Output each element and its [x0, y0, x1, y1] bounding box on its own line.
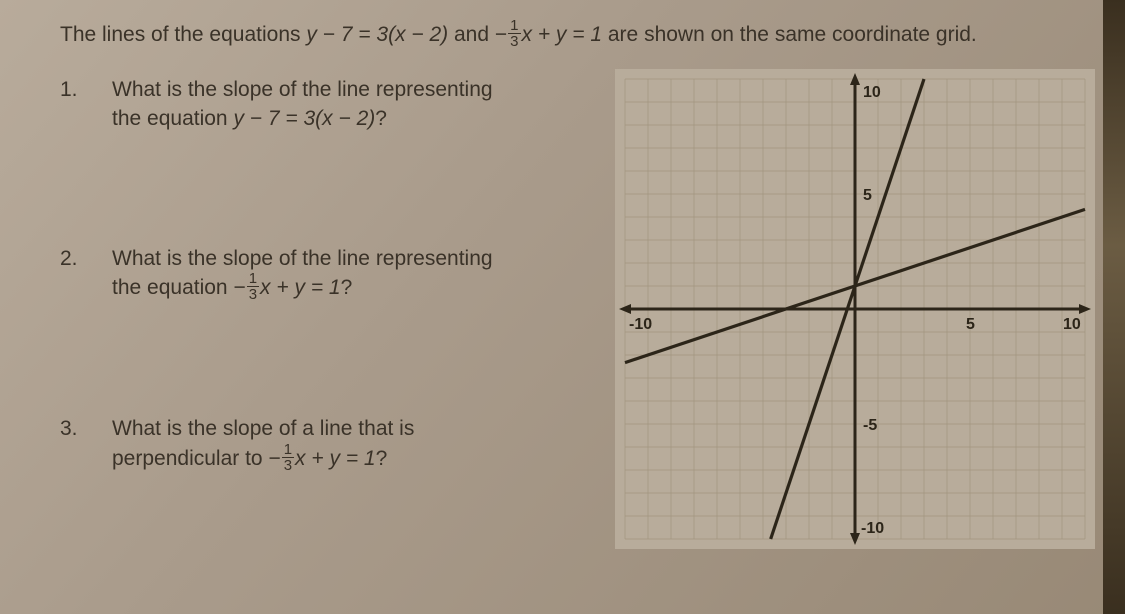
question-2: 2. What is the slope of the line represe… [60, 244, 597, 304]
q3-line2-pre: perpendicular to [112, 447, 268, 470]
intro-eq1-rhs: − 2) [406, 23, 449, 46]
tick-y-10: 10 [863, 84, 881, 101]
intro-eq1-lhs: y − 7 = 3( [306, 23, 395, 46]
tick-x-neg10: -10 [629, 316, 652, 333]
q3-line2-post: ? [376, 447, 388, 470]
tick-x-5: 5 [966, 316, 975, 333]
q3-frac: 13 [282, 442, 294, 473]
tick-y-5: 5 [863, 187, 872, 204]
worksheet-page: The lines of the equations y − 7 = 3(x −… [0, 0, 1125, 614]
q1-body: What is the slope of the line representi… [112, 75, 493, 134]
tick-x-10: 10 [1063, 316, 1081, 333]
question-1: 1. What is the slope of the line represe… [60, 75, 597, 134]
q3-number: 3. [60, 414, 86, 474]
tick-y-neg10: -10 [861, 520, 884, 537]
q1-number: 1. [60, 75, 86, 134]
q2-line2-pre: the equation [112, 276, 233, 299]
intro-mid: and [448, 23, 495, 46]
page-edge [1103, 0, 1125, 614]
content-row: 1. What is the slope of the line represe… [60, 69, 1095, 549]
q1-eq: y − 7 = 3(x − 2) [233, 107, 375, 130]
intro-eq1-var: x [395, 23, 406, 46]
intro-eq2-neg: − [495, 23, 507, 46]
tick-y-neg5: -5 [863, 417, 877, 434]
coordinate-grid: 10 5 -5 -10 -10 5 10 [615, 69, 1095, 549]
q1-line2-post: ? [375, 107, 387, 130]
intro-pre: The lines of the equations [60, 23, 306, 46]
q3-body: What is the slope of a line that is perp… [112, 414, 414, 474]
intro-post: are shown on the same coordinate grid. [602, 23, 977, 46]
questions-column: 1. What is the slope of the line represe… [60, 69, 597, 549]
q2-eq-mid: x + y = 1 [260, 276, 341, 299]
q1-line2-pre: the equation [112, 107, 233, 130]
intro-eq2-rhs: + y = 1 [532, 23, 602, 46]
intro-eq2-frac: 13 [508, 18, 520, 49]
q3-neg: − [268, 447, 280, 470]
question-3: 3. What is the slope of a line that is p… [60, 414, 597, 474]
q3-line1: What is the slope of a line that is [112, 417, 414, 440]
q2-body: What is the slope of the line representi… [112, 244, 493, 304]
intro-text: The lines of the equations y − 7 = 3(x −… [60, 20, 1060, 51]
q3-eq-mid: x + y = 1 [295, 447, 376, 470]
q2-frac: 13 [247, 271, 259, 302]
q2-line2-post: ? [341, 276, 353, 299]
graph-container: 10 5 -5 -10 -10 5 10 [615, 69, 1095, 549]
q2-number: 2. [60, 244, 86, 304]
q2-neg: − [233, 276, 245, 299]
intro-eq2-x: x [522, 23, 533, 46]
q1-line1: What is the slope of the line representi… [112, 78, 493, 101]
q2-line1: What is the slope of the line representi… [112, 247, 493, 270]
